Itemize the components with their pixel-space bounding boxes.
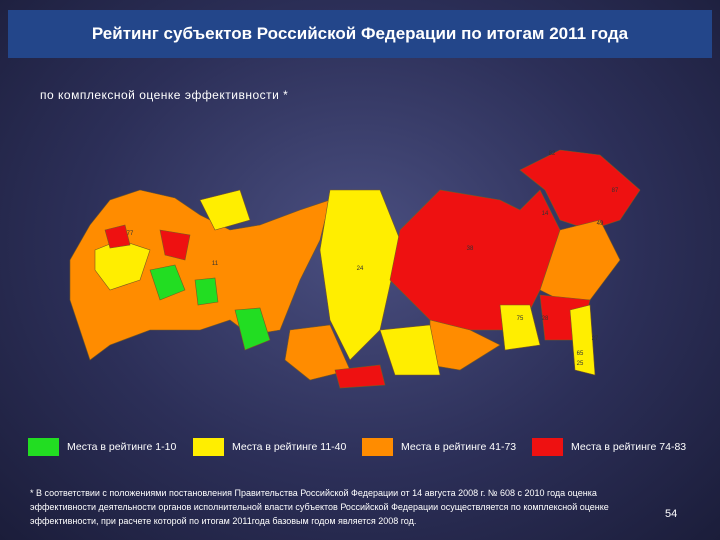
legend-swatch (532, 438, 563, 456)
legend-label: Места в рейтинге 11-40 (232, 441, 347, 453)
region-label: 14 (542, 211, 549, 217)
legend-swatch (193, 438, 224, 456)
region-label: 27 (592, 336, 599, 342)
legend-item: Места в рейтинге 74-83 (532, 438, 686, 456)
region-label: 75 (517, 316, 524, 322)
region-label: 49 (597, 221, 604, 227)
region-label: 82 (549, 151, 556, 157)
legend-item: Места в рейтинге 1-10 (28, 438, 176, 456)
region-label: 11 (212, 261, 219, 267)
title: Рейтинг субъектов Российской Федерации п… (8, 10, 712, 58)
region-label: 25 (577, 361, 584, 367)
region-label: 38 (467, 246, 474, 252)
legend-label: Места в рейтинге 1-10 (67, 441, 177, 453)
legend-item: Места в рейтинге 41-73 (362, 438, 516, 456)
legend-label: Места в рейтинге 74-83 (571, 441, 687, 453)
subtitle: по комплексной оценке эффективности * (40, 88, 289, 102)
footnote: * В соответствии с положениями постановл… (30, 488, 609, 526)
legend-label: Места в рейтинге 41-73 (401, 441, 517, 453)
page-number: 54 (665, 508, 678, 520)
region-label: 77 (127, 231, 134, 237)
region-label: 24 (357, 266, 364, 272)
legend-swatch (28, 438, 59, 456)
region-label: 65 (577, 351, 584, 357)
legend-swatch (362, 438, 393, 456)
map: 82 87 14 24 38 75 28 27 25 65 49 11 77 (69, 149, 641, 389)
region-label: 87 (612, 188, 619, 194)
legend-item: Места в рейтинге 11-40 (193, 438, 346, 456)
region-label: 28 (542, 316, 549, 322)
